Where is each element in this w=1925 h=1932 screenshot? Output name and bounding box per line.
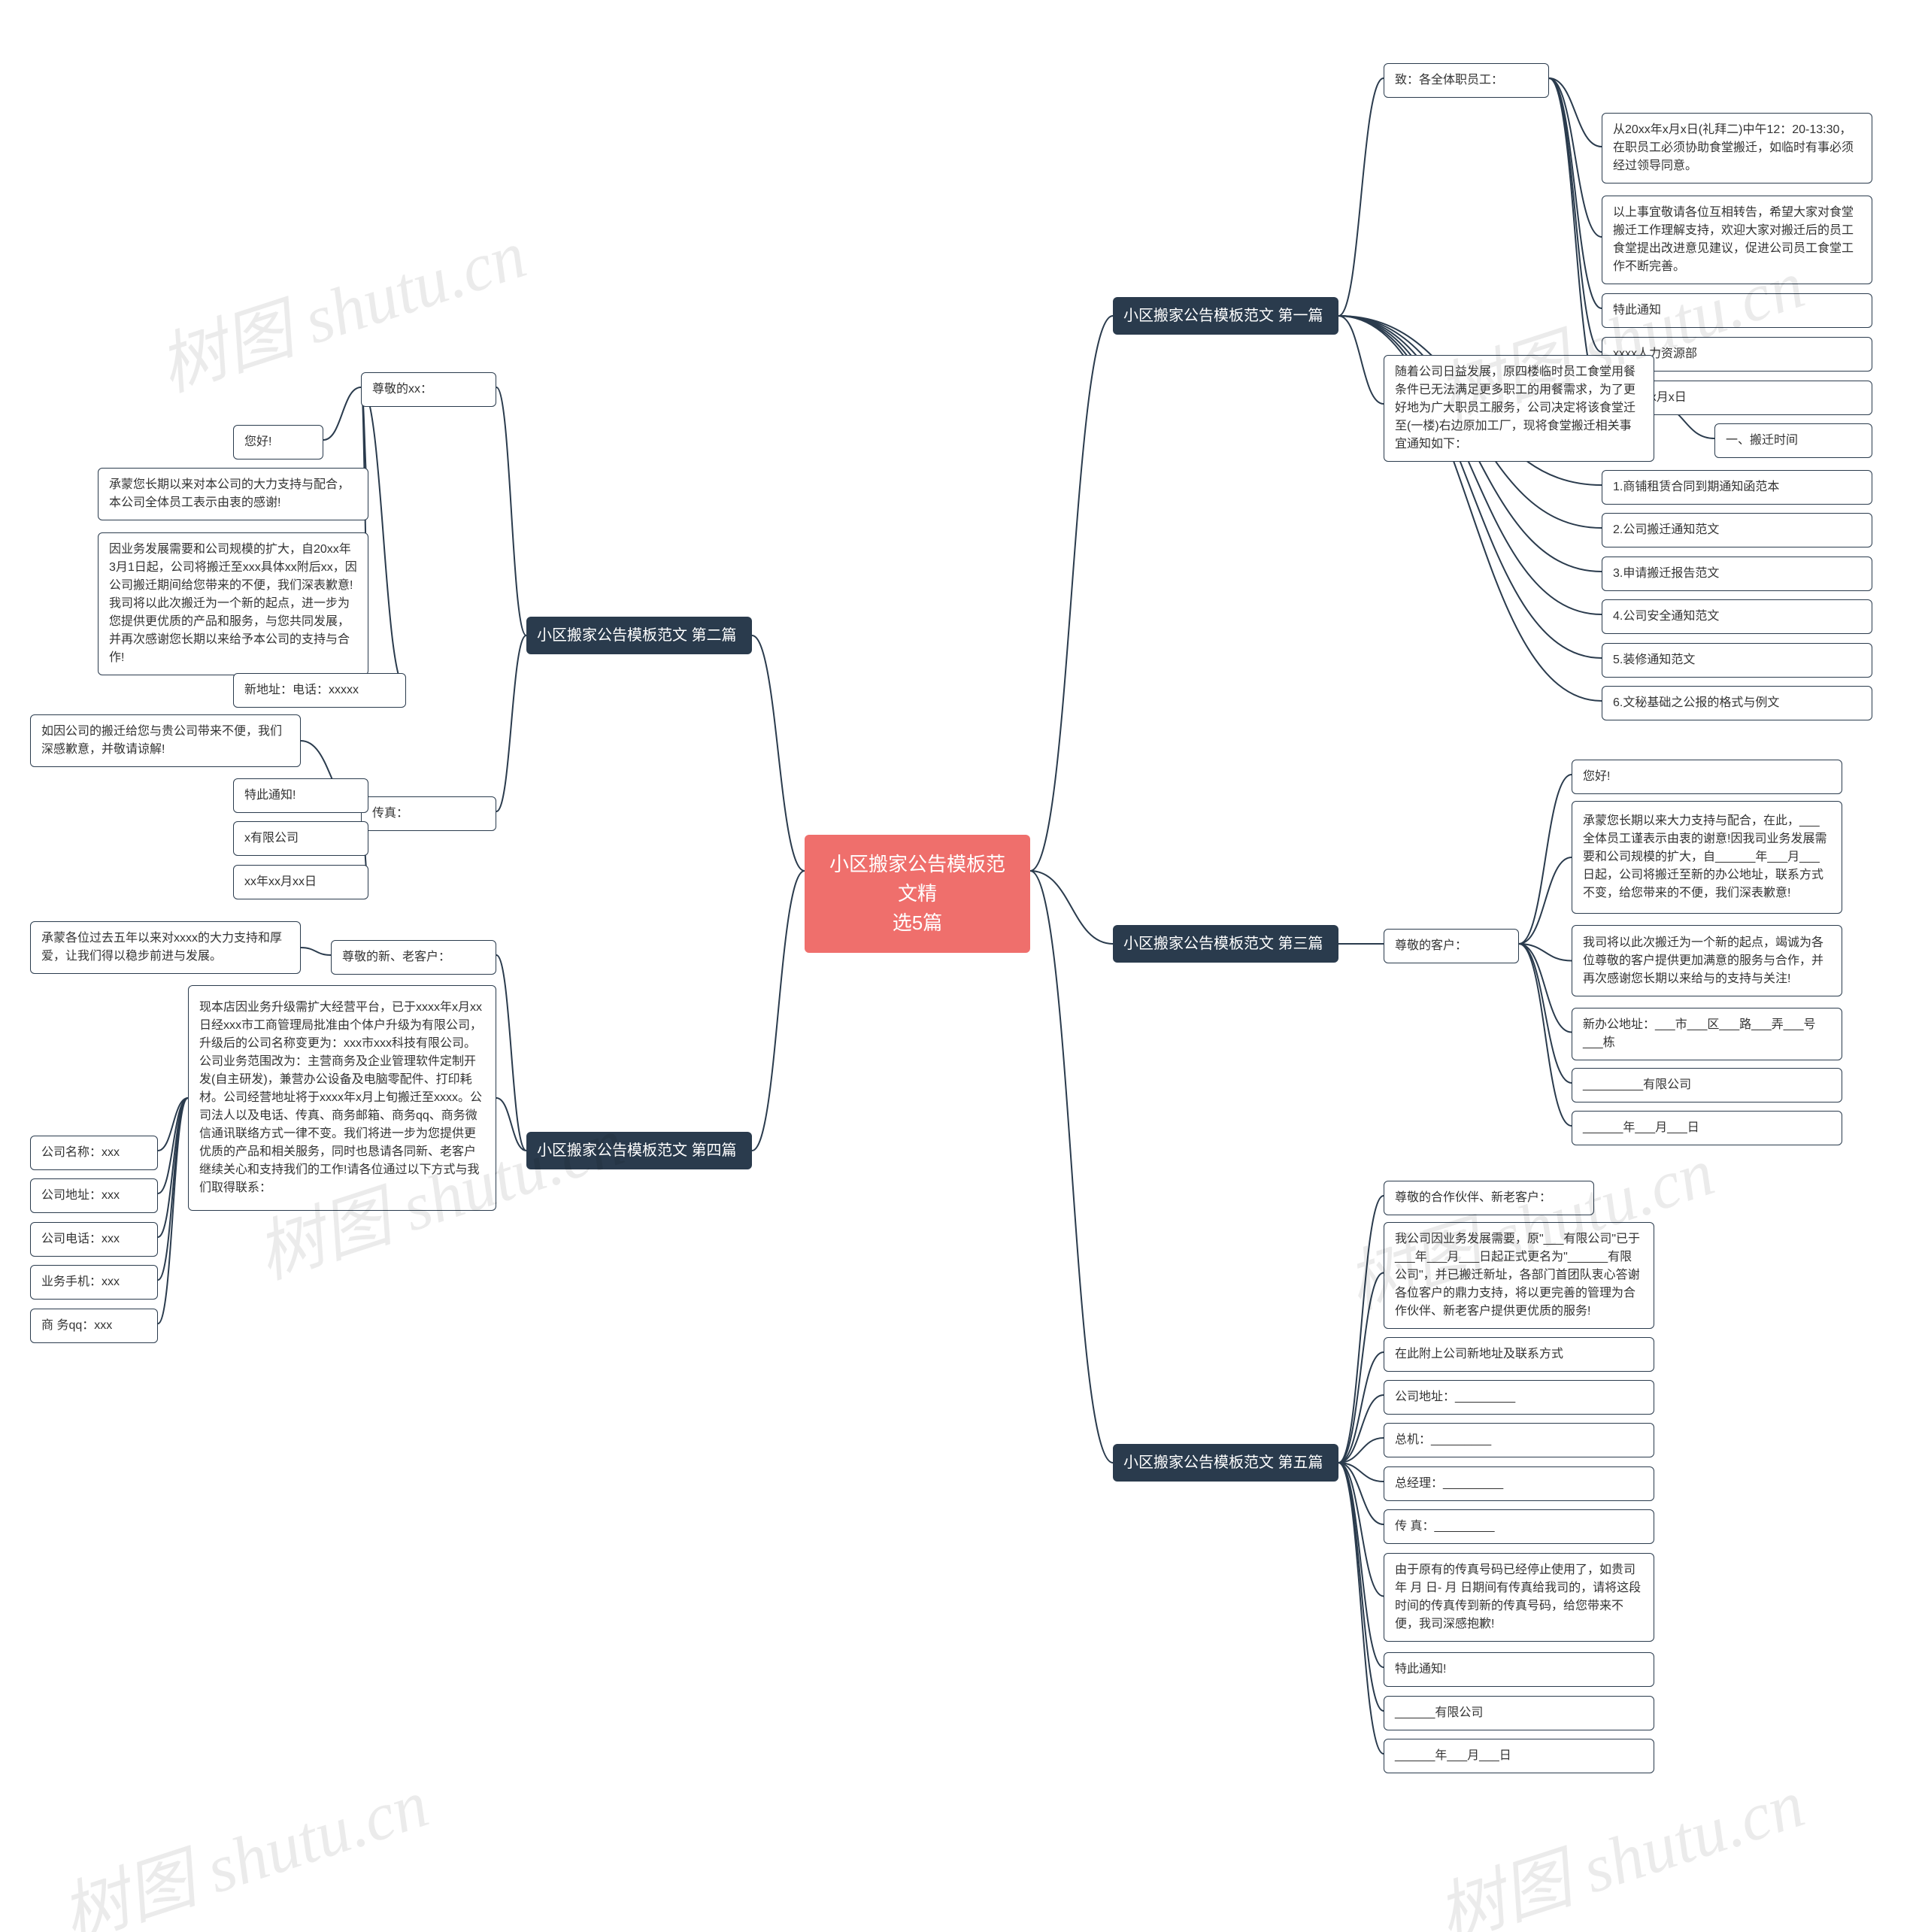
mindmap-node: 公司电话：xxx <box>30 1222 158 1257</box>
mindmap-node: 致：各全体职员工： <box>1384 63 1549 98</box>
mindmap-node: 特此通知! <box>1384 1652 1654 1687</box>
mindmap-node: 业务手机：xxx <box>30 1265 158 1300</box>
mindmap-node: ______有限公司 <box>1384 1696 1654 1730</box>
mindmap-node: 特此通知 <box>1602 293 1872 328</box>
mindmap-node: xx年xx月xx日 <box>233 865 368 899</box>
mindmap-node: 总机：_________ <box>1384 1423 1654 1457</box>
mindmap-node: ______年___月___日 <box>1384 1739 1654 1773</box>
mindmap-node: 传 真：_________ <box>1384 1509 1654 1544</box>
mindmap-node: 小区搬家公告模板范文精选5篇 <box>805 835 1030 953</box>
mindmap-node: 我司将以此次搬迁为一个新的起点，竭诚为各位尊敬的客户提供更加满意的服务与合作，并… <box>1572 925 1842 996</box>
mindmap-node: 6.文秘基础之公报的格式与例文 <box>1602 686 1872 720</box>
mindmap-node: 小区搬家公告模板范文 第二篇 <box>526 617 752 654</box>
mindmap-node: 承蒙各位过去五年以来对xxxx的大力支持和厚爱，让我们得以稳步前进与发展。 <box>30 921 301 974</box>
mindmap-node: 因业务发展需要和公司规模的扩大，自20xx年3月1日起，公司将搬迁至xxx具体x… <box>98 532 368 675</box>
mindmap-node: 小区搬家公告模板范文 第一篇 <box>1113 297 1338 335</box>
mindmap-node: 商 务qq：xxx <box>30 1309 158 1343</box>
mindmap-node: 1.商铺租赁合同到期通知函范本 <box>1602 470 1872 505</box>
mindmap-node: 在此附上公司新地址及联系方式 <box>1384 1337 1654 1372</box>
mindmap-node: 您好! <box>1572 760 1842 794</box>
mindmap-node: 3.申请搬迁报告范文 <box>1602 557 1872 591</box>
mindmap-node: ______年___月___日 <box>1572 1111 1842 1145</box>
mindmap-node: 5.装修通知范文 <box>1602 643 1872 678</box>
mindmap-node: 小区搬家公告模板范文 第四篇 <box>526 1132 752 1169</box>
mindmap-node: 小区搬家公告模板范文 第三篇 <box>1113 925 1338 963</box>
mindmap-node: 公司名称：xxx <box>30 1136 158 1170</box>
mindmap-node: 承蒙您长期以来大力支持与配合，在此，___全体员工谨表示由衷的谢意!因我司业务发… <box>1572 801 1842 914</box>
root-line1: 小区搬家公告模板范文精 <box>823 850 1012 908</box>
mindmap-node: 公司地址：_________ <box>1384 1380 1654 1415</box>
mindmap-node: 承蒙您长期以来对本公司的大力支持与配合，本公司全体员工表示由衷的感谢! <box>98 468 368 520</box>
watermark: 树图 shutu.cn <box>1423 1749 1814 1932</box>
mindmap-node: 2.公司搬迁通知范文 <box>1602 513 1872 547</box>
mindmap-node: 尊敬的新、老客户： <box>331 940 496 975</box>
mindmap-node: x有限公司 <box>233 821 368 856</box>
mindmap-node: 4.公司安全通知范文 <box>1602 599 1872 634</box>
mindmap-node: 尊敬的合作伙伴、新老客户： <box>1384 1181 1594 1215</box>
mindmap-node: 新办公地址：___市___区___路___弄___号___栋 <box>1572 1008 1842 1060</box>
mindmap-node: 随着公司日益发展，原四楼临时员工食堂用餐条件已无法满足更多职工的用餐需求，为了更… <box>1384 355 1654 462</box>
mindmap-node: 新地址：电话：xxxxx <box>233 673 406 708</box>
root-line2: 选5篇 <box>893 908 942 938</box>
mindmap-node: 如因公司的搬迁给您与贵公司带来不便，我们深感歉意，并敬请谅解! <box>30 714 301 767</box>
mindmap-node: 我公司因业务发展需要，原"___有限公司"已于___年___月___日起正式更名… <box>1384 1222 1654 1329</box>
mindmap-node: 一、搬迁时间 <box>1714 423 1872 458</box>
mindmap-node: 尊敬的xx： <box>361 372 496 407</box>
mindmap-node: 总经理：_________ <box>1384 1466 1654 1501</box>
mindmap-node: 尊敬的客户： <box>1384 929 1519 963</box>
mindmap-node: 以上事宜敬请各位互相转告，希望大家对食堂搬迁工作理解支持，欢迎大家对搬迁后的员工… <box>1602 196 1872 284</box>
mindmap-node: _________有限公司 <box>1572 1068 1842 1102</box>
mindmap-node: 公司地址：xxx <box>30 1178 158 1213</box>
mindmap-node: 传真： <box>361 796 496 831</box>
mindmap-node: 特此通知! <box>233 778 368 813</box>
mindmap-node: 现本店因业务升级需扩大经营平台，已于xxxx年x月xx日经xxx市工商管理局批准… <box>188 985 496 1211</box>
watermark: 树图 shutu.cn <box>47 1749 438 1932</box>
mindmap-node: 您好! <box>233 425 323 459</box>
mindmap-node: 由于原有的传真号码已经停止使用了，如贵司年 月 日- 月 日期间有传真给我司的，… <box>1384 1553 1654 1642</box>
mindmap-node: 从20xx年x月x日(礼拜二)中午12：20-13:30，在职员工必须协助食堂搬… <box>1602 113 1872 183</box>
mindmap-node: 小区搬家公告模板范文 第五篇 <box>1113 1444 1338 1482</box>
